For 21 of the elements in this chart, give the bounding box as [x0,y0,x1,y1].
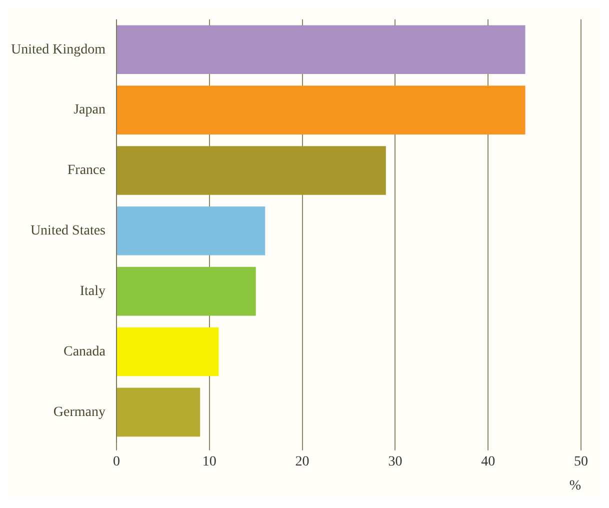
y-tick-label: United States [30,224,106,239]
y-tick-label: Japan [74,102,106,118]
y-tick-label: United Kingdom [10,42,106,58]
bar [116,86,526,134]
bar [116,388,200,437]
bar [116,327,219,376]
bar [116,206,266,256]
x-tick-label: 10 [202,454,216,470]
bar [116,25,526,74]
x-axis-title: % [569,478,582,494]
x-tick-label: 20 [295,454,310,470]
y-tick-label: Canada [64,344,106,360]
x-tick-label: 30 [388,454,402,470]
x-tick-label: 40 [481,454,496,470]
bar [116,146,386,195]
y-tick-label: Italy [80,284,106,299]
x-tick-label: 0 [112,454,120,470]
x-tick-label: 50 [574,454,588,470]
y-tick-label: Germany [53,404,106,420]
bar [116,266,256,316]
y-tick-label: France [67,163,106,178]
